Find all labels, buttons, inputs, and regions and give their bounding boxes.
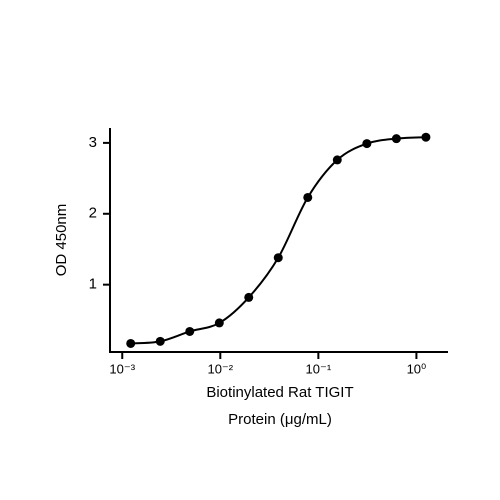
data-point <box>303 192 313 202</box>
data-point <box>214 318 224 328</box>
data-point <box>155 336 165 346</box>
data-point <box>421 132 431 142</box>
data-point <box>126 338 136 348</box>
data-point <box>362 139 372 149</box>
y-tick-label: 1 <box>89 276 97 293</box>
x-axis-label: Protein (μg/mL) <box>228 411 332 428</box>
x-tick-label: 10⁻³ <box>109 361 135 376</box>
data-point <box>273 253 283 263</box>
x-tick-label: 10⁰ <box>407 361 427 376</box>
data-point <box>185 326 195 336</box>
y-tick-label: 2 <box>89 205 97 222</box>
x-tick-label: 10⁻² <box>207 361 233 376</box>
y-axis-label: OD 450nm <box>53 204 70 277</box>
x-axis-label: Biotinylated Rat TIGIT <box>206 384 353 401</box>
data-point <box>244 292 254 302</box>
fit-curve <box>130 136 426 345</box>
data-point <box>391 134 401 144</box>
y-tick-label: 3 <box>89 134 97 151</box>
data-point <box>332 155 342 165</box>
x-tick-label: 10⁻¹ <box>306 361 332 376</box>
